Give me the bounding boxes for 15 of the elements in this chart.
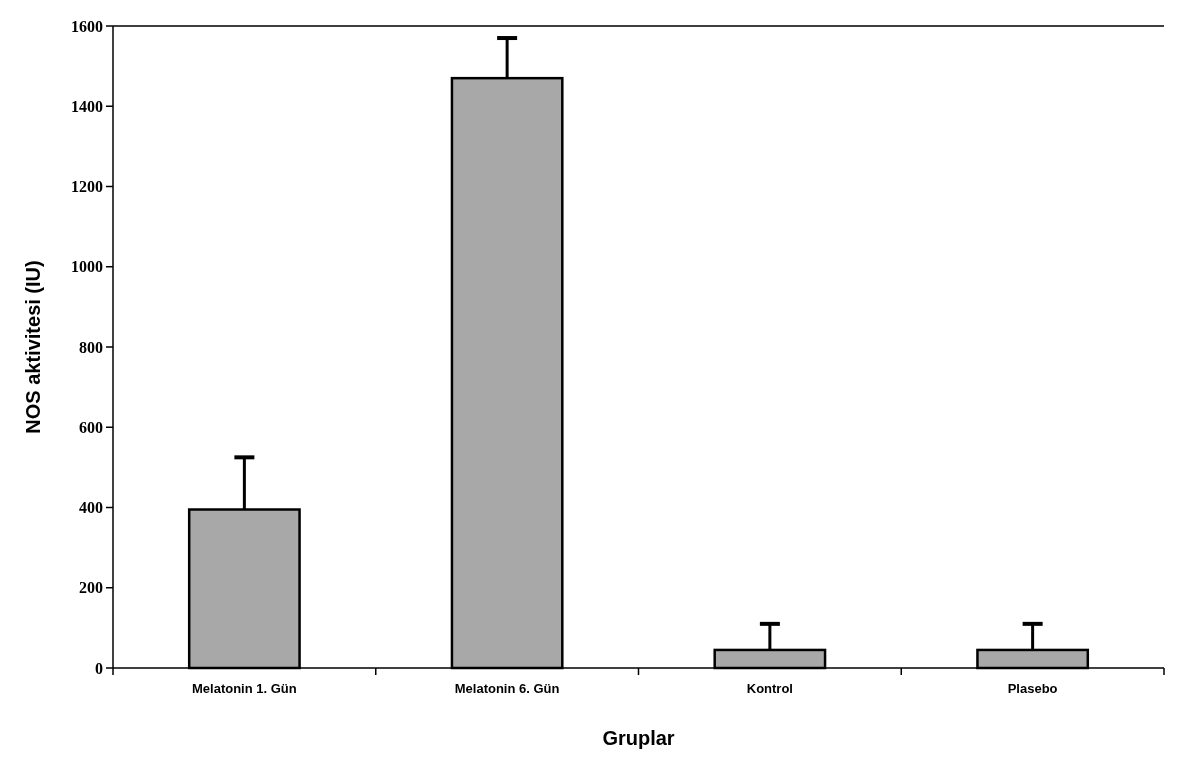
y-tick-label: 200 [79,579,103,597]
x-tick-label: Plasebo [1007,681,1058,696]
y-tick-label: 400 [79,499,103,517]
y-tick-label: 0 [95,659,103,677]
y-tick-label: 1200 [71,178,103,196]
x-axis-title: Gruplar [602,727,675,749]
y-tick-label: 1400 [71,97,103,115]
y-tick-label: 1600 [71,17,103,35]
x-tick-label: Melatonin 1. Gün [192,681,297,696]
x-tick-label: Kontrol [746,681,793,696]
y-tick-label: 1000 [71,258,103,276]
y-axis-title: NOS aktivitesi (IU) [22,260,44,434]
y-tick-label: 800 [79,338,103,356]
x-tick-label: Melatonin 6. Gün [454,681,560,696]
y-tick-label: 600 [79,418,103,436]
